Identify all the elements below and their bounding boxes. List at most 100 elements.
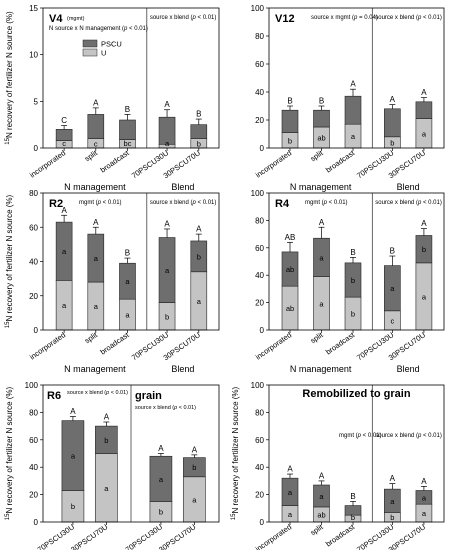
panel-r4-letter-bottom-30PSCU70U: a — [422, 292, 427, 301]
panel-r2-letter-mid-30PSCU70U: b — [197, 252, 201, 261]
panel-v12-ytick-label-20: 20 — [255, 116, 264, 125]
panel-r4-annot-left: mgmt (p < 0.01) — [305, 200, 348, 206]
panel-v12-annot-right: source x blend (p < 0.01) — [375, 15, 442, 21]
panel-v4-bar-PSCU-split — [87, 114, 105, 139]
legend-label-u: U — [101, 49, 106, 58]
panel-r6-ytick-label-0: 0 — [34, 518, 39, 527]
panel-remobilized-ytick-label-100: 100 — [251, 381, 265, 390]
panel-r4-letter-top-broadcast: B — [350, 248, 355, 257]
panel-v12-group-label-blend: Blend — [397, 182, 420, 192]
panel-v12-group-label-management: N management — [290, 182, 352, 192]
panel-grain-letter-bottom-70PSCU30U: b — [159, 508, 163, 517]
panel-r4-ytick-label-0: 0 — [260, 326, 265, 335]
panel-v12-bar-PSCU-70PSCU30U — [384, 108, 401, 138]
panel-grain-letter-mid-30PSCU70U: b — [192, 463, 196, 472]
panel-remobilized-letter-top-30PSCU70U: A — [421, 477, 427, 486]
panel-r4-ytick-label-80: 80 — [255, 216, 264, 225]
panel-remobilized-title: Remobilized to grain — [302, 388, 410, 400]
panel-r4-frame — [268, 192, 445, 331]
panel-r2-title: R2 — [49, 198, 63, 210]
panel-r4-xtick-label-split: split — [309, 330, 326, 346]
y-axis-label-2: 15N recovery of fertilizer N source (%) — [5, 194, 14, 328]
panel-v12-frame — [268, 7, 445, 149]
panel-r2-ytick-label-80: 80 — [29, 189, 38, 198]
panel-v12-bar-PSCU-split — [313, 109, 330, 128]
panel-r2-ytick-label-60: 60 — [29, 223, 38, 232]
panel-r4-letter-mid-70PSCU30U: a — [390, 284, 395, 293]
panel-r2-letter-bottom-broadcast: a — [125, 311, 130, 320]
panel-r2-letter-mid-incorporated: a — [62, 247, 67, 256]
panel-r2-ytick-label-40: 40 — [29, 258, 38, 267]
panel-r6-letter-bottom-70PSCU30U: b — [71, 502, 75, 511]
panel-remobilized-letter-mid-70PSCU30U: a — [390, 497, 395, 506]
panel-v12-letter-bottom-incorporated: b — [288, 136, 292, 145]
panel-r6-ytick-label-80: 80 — [29, 408, 38, 417]
panel-r4-letter-bottom-split: a — [319, 299, 324, 308]
panel-r4-letter-top-70PSCU30U: B — [390, 247, 395, 256]
panel-v4-xtick-label-broadcast: broadcast — [98, 148, 131, 175]
panel-v4-group-label-blend: Blend — [171, 182, 194, 192]
panel-remobilized-ytick-label-80: 80 — [255, 408, 264, 417]
panel-v12-bar-PSCU-broadcast — [344, 95, 362, 125]
panel-r6-ytick-label-60: 60 — [29, 436, 38, 445]
panel-grain-title: grain — [135, 390, 162, 402]
panel-r6-letter-top-30PSCU70U: A — [104, 412, 110, 421]
panel-remobilized-letter-mid-split: a — [319, 492, 324, 501]
panel-r2-xtick-label-broadcast: broadcast — [98, 330, 131, 357]
panel-v4-ytick-label-5: 5 — [34, 97, 39, 106]
panel-r2-letter-bottom-70PSCU30U: b — [165, 312, 169, 321]
panel-remobilized-letter-mid-30PSCU70U: a — [422, 493, 427, 502]
y-axis-label-5: 15N recovery of fertilizer N source (%) — [231, 386, 240, 520]
panel-r2-ytick-label-0: 0 — [34, 326, 39, 335]
panel-remobilized-letter-bottom-30PSCU70U: a — [422, 509, 427, 518]
panel-r2-letter-top-split: A — [93, 218, 99, 227]
panel-v4-letter-bottom-incorporated: c — [62, 139, 66, 148]
panel-r2-letter-bottom-incorporated: a — [62, 301, 67, 310]
panel-v12-letter-bottom-30PSCU70U: a — [422, 129, 427, 138]
panel-r2-group-label-management: N management — [64, 364, 126, 374]
panel-r2-annot-right: source x blend (p < 0.01) — [150, 200, 217, 206]
panel-remobilized-letter-bottom-70PSCU30U: b — [390, 513, 394, 522]
panel-r6-ytick-label-20: 20 — [29, 491, 38, 500]
panel-v4-ytick-label-15: 15 — [29, 4, 38, 13]
panel-v12-xtick-label-split: split — [309, 148, 326, 164]
panel-r2-frame — [42, 192, 220, 331]
panel-r4-letter-top-30PSCU70U: A — [421, 219, 427, 228]
panel-r2-ytick-label-20: 20 — [29, 292, 38, 301]
panel-v12-letter-top-incorporated: B — [287, 97, 292, 106]
legend-label-pscu: PSCU — [101, 40, 122, 49]
panel-remobilized-letter-bottom-incorporated: a — [288, 510, 293, 519]
panel-v4-letter-bottom-70PSCU30U: a — [165, 139, 170, 148]
panel-r2-annot-left: mgmt (p < 0.01) — [79, 200, 122, 206]
panel-r6-title: R6 — [47, 390, 61, 402]
panel-r4-title: R4 — [275, 198, 290, 210]
panel-grain-letter-bottom-30PSCU70U: a — [192, 495, 197, 504]
panel-v12-letter-top-broadcast: A — [350, 80, 356, 89]
panel-r2-letter-top-broadcast: B — [125, 249, 130, 258]
panel-r4-xtick-label-broadcast: broadcast — [324, 330, 357, 357]
panel-v4-annot-right: source x blend (p < 0.01) — [150, 15, 217, 21]
panel-r2-letter-mid-broadcast: a — [125, 277, 130, 286]
panel-v12-title: V12 — [275, 13, 295, 25]
panel-r6-frame — [42, 384, 220, 523]
panel-r4-letter-mid-broadcast: b — [351, 276, 355, 285]
panel-v12-letter-top-30PSCU70U: A — [421, 88, 427, 97]
panel-r2-letter-bottom-split: a — [94, 302, 99, 311]
panel-r4-ytick-label-60: 60 — [255, 244, 264, 253]
panel-v12-bar-PSCU-30PSCU70U — [415, 101, 433, 119]
panel-r2-letter-mid-70PSCU30U: a — [165, 266, 170, 275]
panel-r6-xtick-label-30PSCU70U: 30PSCU70U — [69, 522, 109, 550]
panel-v4-ytick-label-0: 0 — [34, 144, 39, 153]
panel-r4-group-label-blend: Blend — [397, 364, 420, 374]
panel-remobilized-letter-top-70PSCU30U: A — [390, 474, 396, 483]
panel-r2-group-label-blend: Blend — [171, 364, 194, 374]
panel-r6-ytick-label-100: 100 — [25, 381, 39, 390]
panel-v4-group-label-management: N management — [64, 182, 126, 192]
panel-remobilized-letter-top-split: A — [319, 471, 325, 480]
panel-v4-xtick-label-split: split — [83, 148, 100, 164]
panel-v12-ytick-label-100: 100 — [251, 4, 265, 13]
panel-v12-letter-bottom-broadcast: a — [351, 132, 356, 141]
panel-r4-letter-top-split: A — [319, 218, 325, 227]
panel-v12-ytick-label-60: 60 — [255, 60, 264, 69]
